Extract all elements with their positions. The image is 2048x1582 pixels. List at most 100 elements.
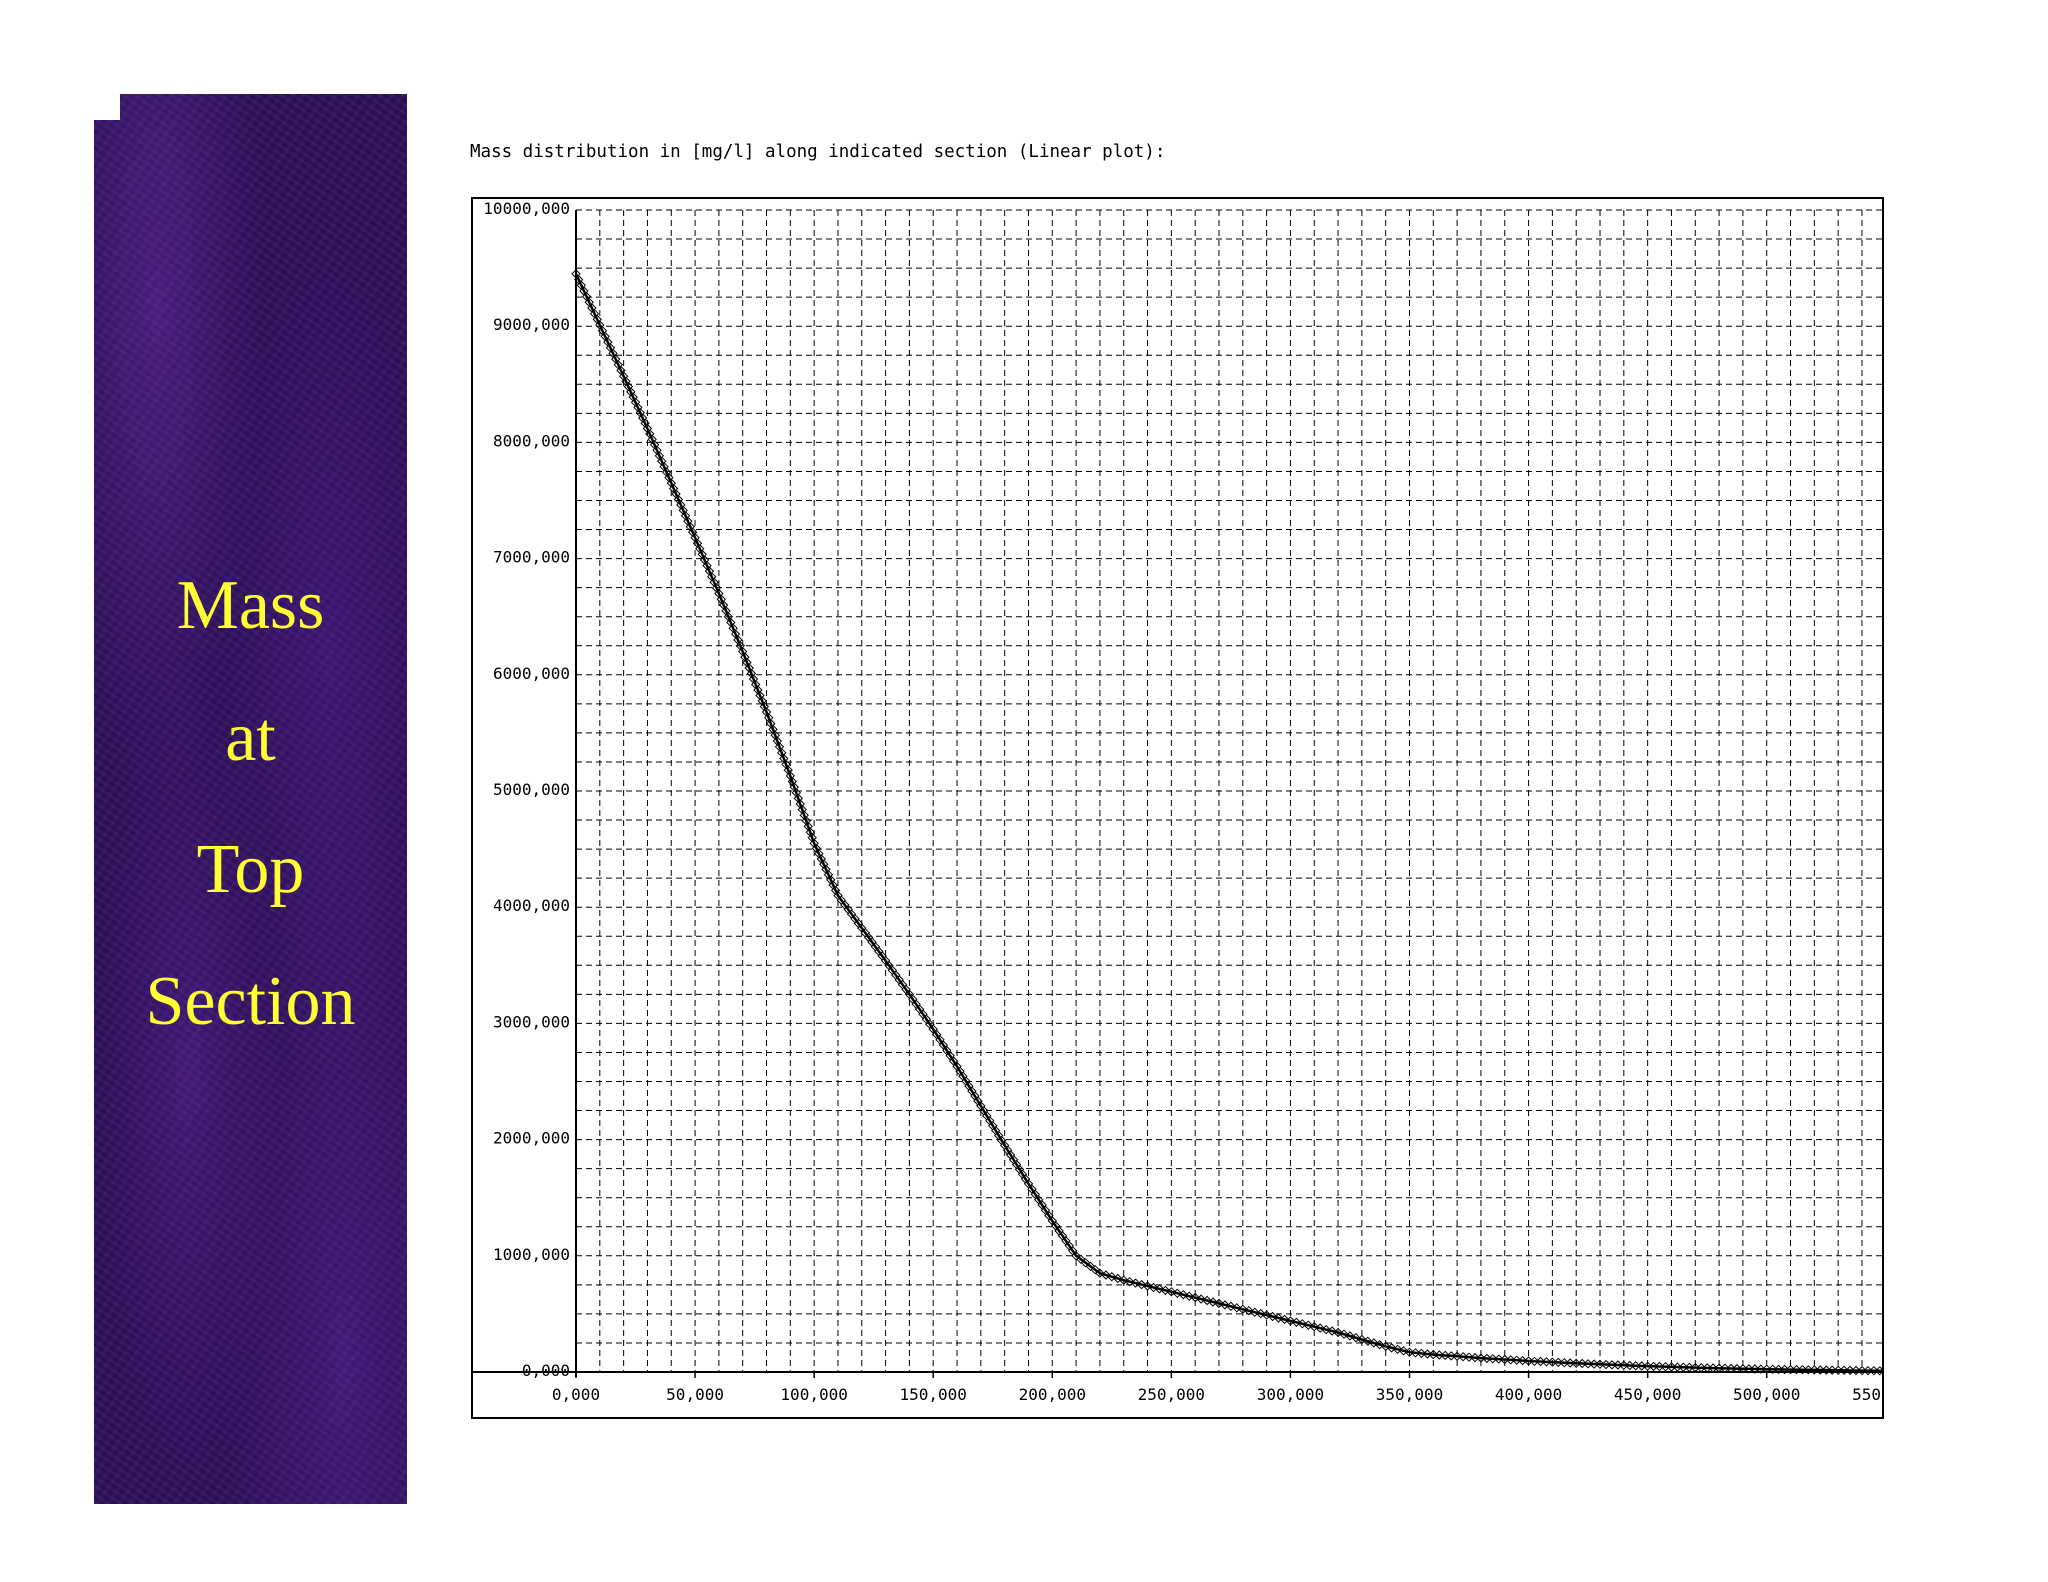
data-point-marker bbox=[1267, 1311, 1278, 1322]
data-point-marker bbox=[1214, 1298, 1224, 1309]
data-point-marker bbox=[1708, 1363, 1718, 1373]
data-point-marker bbox=[1553, 1357, 1564, 1368]
data-point-marker bbox=[1422, 1349, 1433, 1359]
data-point-marker bbox=[1090, 1264, 1100, 1275]
x-tick-label: 250,000 bbox=[1138, 1385, 1205, 1404]
data-point-marker bbox=[1571, 1358, 1581, 1369]
data-point-marker bbox=[1160, 1285, 1171, 1296]
data-point-marker bbox=[1208, 1297, 1218, 1307]
data-point-marker bbox=[1255, 1308, 1266, 1319]
data-point-marker bbox=[1428, 1349, 1439, 1360]
data-point-marker bbox=[1404, 1347, 1415, 1357]
data-point-marker bbox=[1815, 1365, 1826, 1375]
data-point-marker bbox=[1511, 1355, 1522, 1365]
data-point-marker bbox=[1875, 1366, 1882, 1376]
y-tick-label: 5000,000 bbox=[493, 780, 570, 799]
data-point-marker bbox=[1124, 1276, 1135, 1287]
tick-labels-layer: 0,000 50,000 100,000 150,000 200,000 250,000 3… bbox=[483, 199, 1882, 1404]
data-point-marker bbox=[1226, 1301, 1236, 1312]
data-point-marker bbox=[1636, 1361, 1647, 1371]
data-point-marker bbox=[1541, 1357, 1552, 1367]
data-point-marker bbox=[1607, 1360, 1617, 1370]
data-point-marker bbox=[1523, 1356, 1534, 1366]
data-point-marker bbox=[1130, 1278, 1141, 1288]
data-point-marker bbox=[1321, 1324, 1331, 1335]
data-point-marker bbox=[1118, 1275, 1129, 1285]
data-point-marker bbox=[1333, 1327, 1343, 1338]
x-tick-label: 150,000 bbox=[899, 1385, 966, 1404]
data-point-marker bbox=[1380, 1341, 1391, 1352]
data-point-marker bbox=[1374, 1339, 1385, 1350]
chart-title: Mass distribution in [mg/l] along indica… bbox=[470, 142, 1166, 162]
y-tick-label: 7000,000 bbox=[493, 548, 570, 567]
data-point-marker bbox=[1273, 1313, 1284, 1323]
data-point-marker bbox=[1732, 1363, 1742, 1374]
data-point-marker bbox=[1196, 1294, 1206, 1304]
data-point-marker bbox=[1458, 1351, 1468, 1362]
data-point-marker bbox=[1071, 1251, 1081, 1261]
data-point-marker bbox=[1482, 1353, 1492, 1364]
data-point-marker bbox=[1500, 1354, 1510, 1365]
data-point-marker bbox=[1583, 1359, 1593, 1369]
x-tick-label: 200,000 bbox=[1019, 1385, 1086, 1404]
data-point-marker bbox=[1488, 1354, 1498, 1364]
data-point-marker bbox=[1142, 1281, 1153, 1291]
data-point-marker bbox=[1202, 1295, 1212, 1306]
data-point-marker bbox=[1761, 1364, 1772, 1374]
slide-title-line-3: Top bbox=[196, 831, 305, 908]
data-point-marker bbox=[1297, 1319, 1308, 1329]
data-point-marker bbox=[1279, 1314, 1290, 1325]
data-point-marker bbox=[1476, 1353, 1486, 1363]
data-point-marker bbox=[1339, 1329, 1349, 1339]
data-point-marker bbox=[1249, 1307, 1260, 1317]
data-point-marker bbox=[1416, 1348, 1427, 1359]
y-tick-label: 1000,000 bbox=[493, 1245, 570, 1264]
line-chart: 0,000 50,000 100,000 150,000 200,000 250,000 3… bbox=[473, 199, 1882, 1404]
data-point-marker bbox=[1095, 1268, 1105, 1278]
data-point-marker bbox=[1613, 1360, 1623, 1370]
data-point-marker bbox=[1434, 1350, 1445, 1360]
data-point-marker bbox=[1452, 1351, 1462, 1362]
data-point-marker bbox=[1517, 1355, 1528, 1366]
data-point-marker bbox=[1535, 1356, 1546, 1367]
data-point-marker bbox=[1291, 1317, 1302, 1328]
x-tick-label: 350,000 bbox=[1376, 1385, 1443, 1404]
data-point-marker bbox=[1666, 1362, 1677, 1372]
data-point-marker bbox=[1076, 1254, 1086, 1265]
data-point-marker bbox=[1446, 1351, 1456, 1361]
side-panel-notch bbox=[94, 94, 120, 120]
data-point-marker bbox=[1238, 1304, 1248, 1315]
data-point-marker bbox=[1809, 1365, 1820, 1375]
y-tick-label: 9000,000 bbox=[493, 315, 570, 334]
y-tick-label: 10000,000 bbox=[483, 199, 570, 218]
series-layer bbox=[571, 269, 1882, 1376]
data-point-marker bbox=[1166, 1287, 1177, 1297]
data-point-marker bbox=[1244, 1305, 1254, 1316]
data-point-marker bbox=[1642, 1361, 1653, 1371]
data-point-marker bbox=[1851, 1365, 1861, 1376]
x-tick-label: 500,000 bbox=[1733, 1385, 1800, 1404]
data-point-marker bbox=[1101, 1270, 1111, 1280]
series-line bbox=[574, 273, 1882, 1373]
data-point-marker bbox=[1738, 1363, 1748, 1374]
data-point-marker bbox=[1148, 1282, 1159, 1293]
data-point-marker bbox=[1178, 1289, 1189, 1300]
data-point-marker bbox=[1464, 1352, 1474, 1362]
data-point-marker bbox=[1113, 1273, 1123, 1284]
data-point-marker bbox=[1172, 1288, 1183, 1299]
data-point-marker bbox=[1136, 1279, 1147, 1290]
y-tick-label: 0,000 bbox=[522, 1361, 570, 1380]
data-point-marker bbox=[1577, 1358, 1587, 1369]
data-point-marker bbox=[1565, 1358, 1575, 1368]
data-point-marker bbox=[1154, 1284, 1165, 1294]
data-point-marker bbox=[1357, 1334, 1367, 1345]
data-point-marker bbox=[1345, 1331, 1355, 1341]
data-point-marker bbox=[1720, 1363, 1730, 1374]
data-point-marker bbox=[1505, 1355, 1516, 1365]
data-point-marker bbox=[1494, 1354, 1504, 1364]
data-point-marker bbox=[1672, 1362, 1683, 1372]
data-point-marker bbox=[1797, 1364, 1808, 1375]
y-tick-label: 8000,000 bbox=[493, 431, 570, 450]
data-point-marker bbox=[1619, 1360, 1629, 1371]
data-point-marker bbox=[1696, 1362, 1706, 1373]
